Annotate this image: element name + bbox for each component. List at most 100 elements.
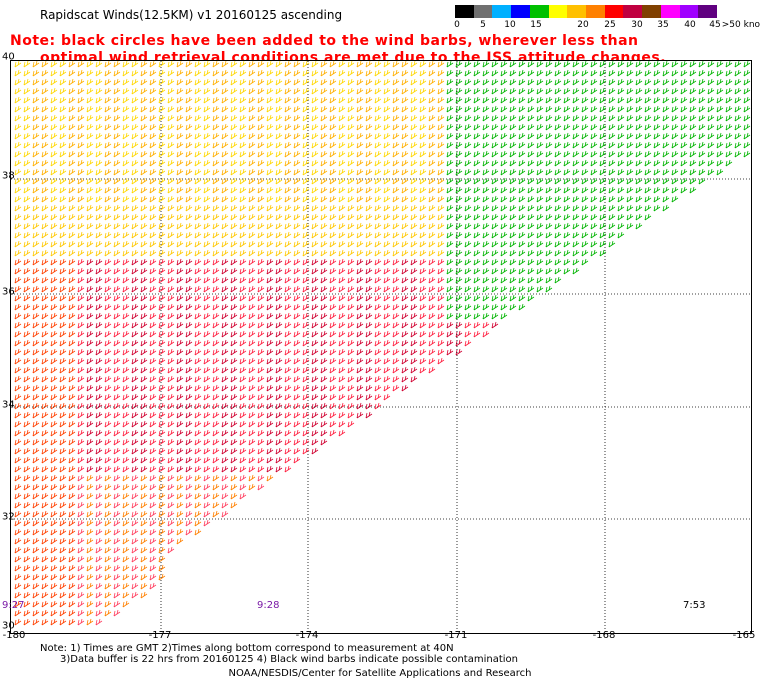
wind-barb (599, 60, 607, 68)
wind-barb (131, 330, 139, 338)
wind-barb (347, 186, 355, 194)
wind-barb (122, 357, 130, 365)
wind-barb (455, 123, 463, 131)
wind-barb (347, 213, 355, 221)
wind-barb (158, 60, 166, 68)
wind-barb (23, 285, 31, 293)
wind-barb (518, 276, 526, 284)
wind-barb (23, 501, 31, 509)
wind-barb (545, 60, 553, 68)
wind-barb (95, 519, 103, 527)
wind-barb (419, 168, 427, 176)
wind-barb (140, 78, 148, 86)
wind-barb (545, 249, 553, 257)
wind-barb (203, 276, 211, 284)
wind-barb (518, 168, 526, 176)
wind-barb (95, 537, 103, 545)
wind-barb (392, 267, 400, 275)
wind-barb (563, 186, 571, 194)
wind-barb (194, 186, 202, 194)
wind-barb (239, 159, 247, 167)
wind-barb (464, 195, 472, 203)
wind-barb (32, 438, 40, 446)
wind-barb (347, 366, 355, 374)
wind-barb (356, 141, 364, 149)
wind-barb (257, 60, 265, 68)
wind-barb (347, 420, 355, 428)
wind-barb (617, 150, 625, 158)
wind-barb (149, 213, 157, 221)
wind-barb (419, 105, 427, 113)
wind-barb (23, 528, 31, 536)
wind-barb (455, 78, 463, 86)
wind-barb (239, 267, 247, 275)
wind-barb (212, 375, 220, 383)
wind-barb (257, 375, 265, 383)
wind-barb (167, 204, 175, 212)
wind-barb (68, 582, 76, 590)
wind-barb (365, 186, 373, 194)
wind-barb (59, 492, 67, 500)
wind-barb (50, 69, 58, 77)
wind-barb (275, 276, 283, 284)
wind-barb (419, 177, 427, 185)
wind-barb (536, 132, 544, 140)
wind-barb (194, 177, 202, 185)
wind-barb (500, 96, 508, 104)
wind-barb (185, 447, 193, 455)
wind-barb (266, 258, 274, 266)
wind-barb (185, 168, 193, 176)
wind-barb (338, 141, 346, 149)
wind-barb (311, 411, 319, 419)
wind-barb (338, 276, 346, 284)
wind-barb (302, 267, 310, 275)
wind-barb (707, 141, 715, 149)
wind-barb (473, 267, 481, 275)
wind-barb (77, 231, 85, 239)
wind-barb (437, 213, 445, 221)
wind-barb (698, 141, 706, 149)
wind-barb (473, 276, 481, 284)
wind-barb (635, 87, 643, 95)
wind-barb (626, 132, 634, 140)
wind-barb (41, 78, 49, 86)
wind-barb (86, 546, 94, 554)
wind-barb (59, 141, 67, 149)
wind-barb (518, 222, 526, 230)
wind-barb (491, 159, 499, 167)
wind-barb (572, 60, 580, 68)
wind-barb (725, 159, 733, 167)
wind-barb (149, 267, 157, 275)
wind-barb (662, 132, 670, 140)
wind-barb (302, 177, 310, 185)
wind-barb (59, 303, 67, 311)
wind-barb (680, 69, 688, 77)
wind-barb (185, 213, 193, 221)
wind-barb (293, 249, 301, 257)
wind-barb (140, 312, 148, 320)
wind-barb (221, 321, 229, 329)
wind-barb (284, 465, 292, 473)
wind-barb (104, 420, 112, 428)
wind-barb (113, 546, 121, 554)
wind-barb (581, 69, 589, 77)
wind-barb (689, 150, 697, 158)
wind-barb (482, 249, 490, 257)
wind-barb (716, 150, 724, 158)
wind-barb (176, 168, 184, 176)
wind-barb (104, 366, 112, 374)
wind-barb (248, 114, 256, 122)
wind-barb (158, 564, 166, 572)
wind-barb (140, 519, 148, 527)
wind-barb (374, 258, 382, 266)
wind-barb (122, 267, 130, 275)
wind-barb (608, 240, 616, 248)
wind-barb (536, 213, 544, 221)
wind-barb (50, 321, 58, 329)
wind-barb (500, 114, 508, 122)
wind-barb (122, 600, 130, 608)
wind-barb (473, 186, 481, 194)
wind-barb (419, 285, 427, 293)
wind-barb (32, 330, 40, 338)
wind-barb (194, 420, 202, 428)
